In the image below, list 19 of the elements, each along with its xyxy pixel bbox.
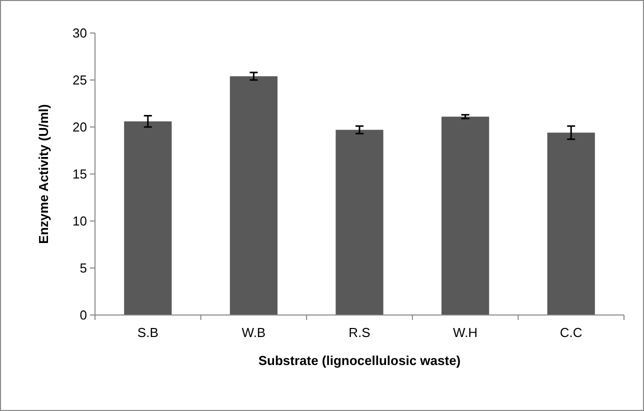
x-axis-title: Substrate (lignocellulosic waste) [258, 353, 461, 368]
y-tick-label: 25 [72, 72, 87, 88]
y-tick-label: 20 [72, 120, 87, 135]
bar [547, 132, 595, 315]
y-tick-label: 0 [80, 308, 87, 323]
x-tick-label: R.S [348, 325, 371, 340]
bar [124, 121, 172, 315]
y-tick-label: 5 [80, 260, 87, 276]
x-tick-label: W.B [242, 325, 266, 340]
y-tick-label: 30 [72, 26, 87, 41]
y-axis-title: Enzyme Activity (U/ml) [36, 104, 51, 244]
x-tick-label: S.B [137, 325, 158, 340]
y-tick-label: 15 [72, 166, 87, 182]
x-tick-label: W.H [453, 325, 478, 340]
bar [336, 130, 384, 315]
x-tick-label: C.C [560, 325, 582, 340]
y-tick-label: 10 [72, 214, 87, 229]
bar [441, 116, 490, 315]
bar [230, 76, 278, 315]
